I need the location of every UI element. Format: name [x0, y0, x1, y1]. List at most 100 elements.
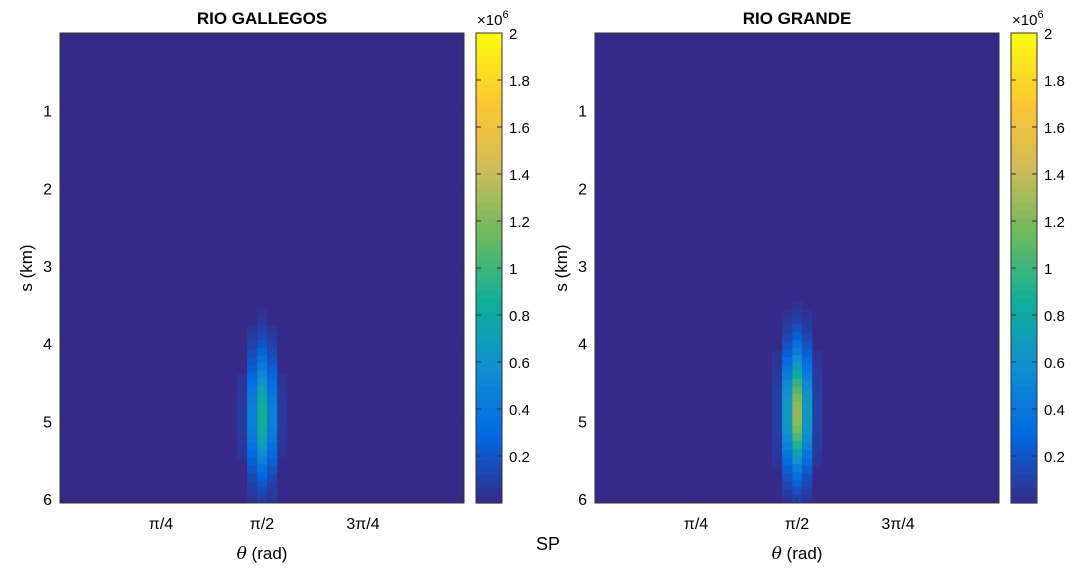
heatmap-cell — [257, 409, 268, 418]
heatmap-cell — [277, 412, 288, 422]
heatmap-cell — [277, 451, 288, 460]
y-tick-label: 5 — [43, 414, 52, 431]
heatmap-cell — [812, 412, 823, 422]
heatmap-cell — [267, 481, 278, 490]
heatmap-cell — [812, 389, 823, 398]
heatmap-cell — [257, 308, 268, 317]
heatmap-cell — [802, 434, 813, 443]
colorbar-tick-label: 1 — [509, 261, 517, 278]
colorbar-tick-label: 0.8 — [1044, 308, 1065, 325]
heatmap-cell — [812, 459, 823, 468]
colorbar-segment — [1011, 84, 1037, 93]
heatmap-cell — [802, 333, 813, 342]
colorbar-segment — [476, 488, 502, 497]
colorbar-segment — [476, 473, 502, 482]
colorbar-segment — [476, 297, 502, 306]
heatmap-cell — [782, 465, 793, 474]
colorbar-segment — [476, 55, 502, 63]
colorbar-segment — [476, 150, 502, 159]
heatmap-cell — [247, 419, 258, 428]
colorbar-segment — [1011, 275, 1037, 284]
heatmap-cell — [802, 395, 813, 404]
heatmap-cell — [802, 419, 813, 428]
colorbar-segment — [1011, 422, 1037, 431]
heatmap-cell — [247, 349, 258, 358]
heatmap-cell — [236, 436, 248, 445]
heatmap-cell — [792, 394, 803, 403]
heatmap-cell — [267, 341, 278, 350]
colorbar-segment — [476, 40, 502, 49]
heatmap-cell — [782, 333, 793, 342]
heatmap-cell — [792, 339, 803, 349]
x-axis-label: θ (rad) — [237, 544, 288, 564]
y-tick-label: 4 — [578, 337, 587, 354]
x-axis-unit: (rad) — [782, 544, 823, 563]
figure-label: SP — [536, 534, 560, 554]
heatmap-cell — [792, 433, 803, 442]
colorbar-segment — [476, 444, 502, 453]
colorbar-segment — [476, 407, 502, 416]
colorbar-segment — [476, 157, 502, 166]
heatmap-cell — [247, 426, 258, 436]
x-tick-label: 3π/4 — [346, 516, 379, 533]
heatmap-cell — [236, 420, 248, 429]
heatmap-cell — [247, 411, 258, 420]
heatmap-cell — [802, 349, 813, 358]
colorbar-segment — [476, 223, 502, 232]
heatmap-cell — [267, 442, 278, 451]
colorbar-segment — [1011, 451, 1037, 460]
heatmap-cell — [792, 378, 803, 387]
heatmap-cell — [802, 380, 813, 389]
colorbar-segment — [476, 326, 502, 335]
heatmap-cell — [792, 363, 803, 372]
colorbar-segment — [476, 319, 502, 328]
heatmap-cell — [812, 374, 823, 383]
heatmap-cell — [792, 301, 803, 310]
colorbar-segment — [1011, 165, 1037, 174]
heatmap-cell — [267, 356, 278, 366]
heatmap-cell — [277, 381, 288, 390]
chart-title: RIO GRANDE — [743, 9, 852, 28]
heatmap-cell — [802, 450, 813, 459]
heatmap-cell — [267, 411, 278, 420]
colorbar-segment — [476, 165, 502, 174]
colorbar-segment — [476, 282, 502, 291]
heatmap-cell — [802, 403, 813, 412]
heatmap-cell — [802, 411, 813, 420]
colorbar-segment — [1011, 436, 1037, 445]
colorbar-segment — [476, 436, 502, 445]
x-tick-label: π/2 — [785, 516, 809, 533]
colorbar-segment — [476, 392, 502, 401]
heatmap-cell — [802, 496, 813, 504]
colorbar-segment — [1011, 245, 1037, 254]
heatmap-cell — [812, 358, 823, 367]
colorbar-segment — [1011, 385, 1037, 394]
heatmap-cell — [257, 363, 268, 372]
heatmap-cell — [267, 325, 278, 335]
heatmap-cell — [771, 412, 783, 422]
heatmap-cell — [771, 366, 783, 375]
colorbar-segment — [476, 194, 502, 203]
heatmap-cell — [247, 380, 258, 389]
heatmap-cell — [257, 464, 268, 473]
heatmap-cell — [792, 417, 803, 426]
colorbar-segment — [476, 231, 502, 240]
heatmap-cell — [802, 426, 813, 436]
colorbar-segment — [476, 260, 502, 269]
colorbar-segment — [476, 69, 502, 78]
colorbar-segment — [476, 480, 502, 489]
heatmap-cell — [236, 381, 248, 390]
colorbar-segment — [476, 121, 502, 130]
heatmap-cell — [247, 403, 258, 412]
heatmap-cell — [257, 332, 268, 341]
colorbar-segment — [476, 77, 502, 85]
heatmap-cell — [247, 395, 258, 404]
colorbar-segment — [1011, 135, 1037, 144]
colorbar-segment — [1011, 414, 1037, 423]
heatmap-cell — [257, 440, 268, 450]
heatmap-cell — [277, 389, 288, 398]
heatmap-cell — [267, 395, 278, 404]
heatmap-cell — [792, 456, 803, 465]
colorbar-segment — [476, 422, 502, 431]
